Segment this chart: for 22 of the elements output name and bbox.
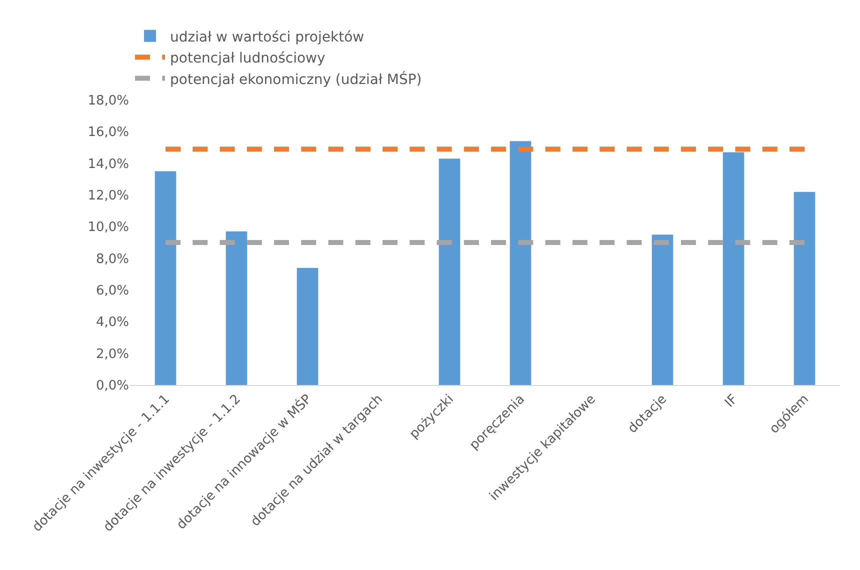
bar (154, 171, 176, 385)
x-tick-label: IF (722, 392, 741, 411)
bar (722, 152, 744, 385)
bar (652, 234, 674, 385)
y-tick-label: 6,0% (96, 284, 129, 299)
legend-label: udział w wartości projektów (170, 29, 364, 46)
y-tick-label: 18,0% (88, 94, 129, 109)
y-tick-label: 8,0% (96, 252, 129, 267)
bar (510, 141, 532, 385)
y-tick-label: 14,0% (88, 156, 129, 172)
legend-label: potencjał ekonomiczny (udział MŚP) (170, 70, 422, 88)
y-tick-label: 0,0% (96, 378, 129, 394)
legend-label: potencjał ludnościowy (170, 50, 326, 67)
bar (226, 231, 248, 385)
bar (438, 158, 460, 385)
y-tick-label: 16,0% (88, 125, 129, 140)
bar (296, 268, 318, 385)
bar (794, 192, 816, 385)
y-tick-label: 12,0% (88, 188, 129, 204)
y-tick-label: 10,0% (88, 220, 129, 236)
y-tick-label: 4,0% (96, 315, 129, 330)
y-tick-label: 2,0% (96, 346, 129, 362)
